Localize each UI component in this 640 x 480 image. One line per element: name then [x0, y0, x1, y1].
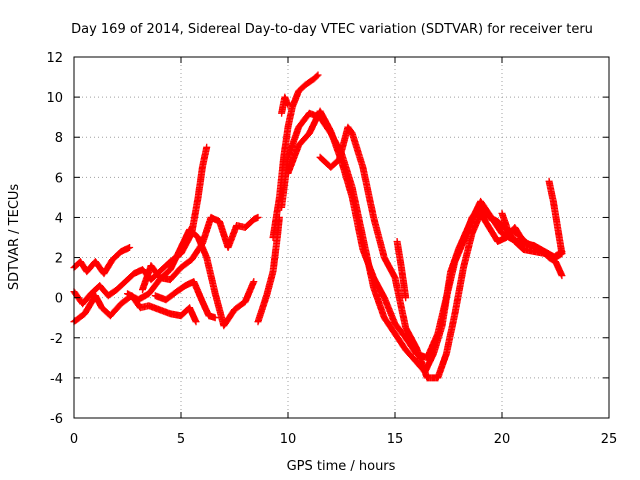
plot-frame — [73, 56, 610, 419]
series-arc-14 — [498, 209, 527, 243]
y-axis-label: SDTVAR / TECUs — [7, 184, 22, 291]
series-arc-9 — [278, 93, 292, 117]
x-axis-label: GPS time / hours — [287, 459, 396, 474]
series-markers — [139, 213, 262, 294]
series-markers — [254, 213, 283, 326]
x-tick-label: 15 — [387, 432, 404, 447]
x-tick-label: 5 — [177, 432, 185, 447]
y-tick-label: 10 — [46, 91, 63, 106]
series-arc-15 — [545, 177, 566, 257]
series-markers — [151, 278, 219, 322]
x-tick-label: 10 — [280, 432, 297, 447]
series-arc-4 — [124, 226, 258, 330]
series-markers — [393, 238, 410, 302]
y-tick-label: 4 — [55, 211, 63, 226]
series-arc-7 — [254, 213, 283, 326]
x-tick-label: 20 — [494, 432, 511, 447]
x-tick-label: 0 — [70, 432, 78, 447]
y-tick-label: 2 — [55, 252, 63, 267]
axis-ticks: 0 5 10 15 20 25 -6 -4 -2 0 2 4 6 8 10 12 — [46, 51, 617, 447]
series-markers — [498, 209, 527, 243]
y-tick-label: -4 — [50, 372, 63, 387]
series-arc-6 — [151, 278, 219, 322]
series-markers — [124, 226, 258, 330]
y-tick-label: -6 — [50, 412, 63, 427]
series-markers — [545, 177, 566, 257]
data-series — [70, 71, 566, 382]
y-tick-label: 6 — [55, 171, 63, 186]
series-arc-13 — [393, 238, 410, 302]
y-tick-label: 8 — [55, 131, 63, 146]
series-arc-5 — [139, 213, 262, 294]
series-markers — [278, 93, 292, 117]
y-tick-label: 0 — [55, 292, 63, 307]
x-tick-label: 25 — [601, 432, 618, 447]
chart-title: Day 169 of 2014, Sidereal Day-to-day VTE… — [71, 22, 593, 37]
y-tick-label: 12 — [46, 51, 63, 66]
y-tick-label: -2 — [50, 332, 63, 347]
